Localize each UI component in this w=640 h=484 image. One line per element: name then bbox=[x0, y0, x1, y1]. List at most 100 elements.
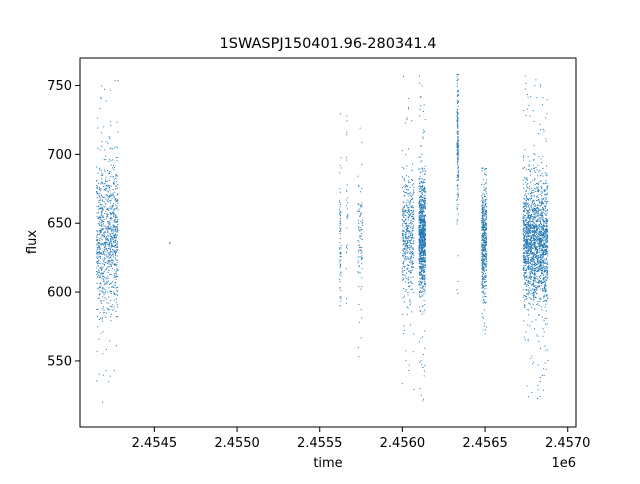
data-point bbox=[524, 307, 526, 309]
data-point bbox=[105, 159, 107, 161]
data-point bbox=[424, 285, 426, 287]
data-point bbox=[525, 331, 527, 333]
data-point bbox=[540, 239, 542, 241]
data-point bbox=[523, 225, 525, 227]
data-point bbox=[541, 282, 543, 284]
data-point bbox=[412, 218, 414, 220]
data-point bbox=[418, 206, 420, 208]
data-point bbox=[420, 245, 422, 247]
data-point bbox=[418, 228, 420, 230]
data-point bbox=[98, 243, 100, 245]
data-point bbox=[423, 233, 425, 235]
data-point bbox=[529, 247, 531, 249]
data-point bbox=[113, 275, 115, 277]
data-point bbox=[107, 184, 109, 186]
data-point bbox=[98, 205, 99, 207]
data-point bbox=[524, 224, 526, 226]
data-point bbox=[358, 229, 360, 231]
data-point bbox=[526, 297, 528, 299]
data-point bbox=[104, 225, 106, 227]
data-point bbox=[544, 254, 546, 256]
data-point bbox=[545, 368, 547, 370]
data-point bbox=[424, 237, 426, 239]
data-point bbox=[339, 273, 341, 275]
data-point bbox=[419, 287, 421, 289]
data-point bbox=[533, 279, 535, 281]
data-point bbox=[545, 214, 547, 216]
data-point bbox=[411, 247, 413, 249]
data-point bbox=[458, 140, 459, 142]
data-point bbox=[103, 183, 105, 185]
data-point bbox=[526, 209, 528, 211]
data-point bbox=[409, 299, 411, 301]
data-point bbox=[358, 303, 360, 305]
data-point bbox=[100, 222, 102, 224]
data-point bbox=[542, 295, 544, 297]
data-point bbox=[524, 269, 526, 271]
data-point bbox=[108, 261, 110, 263]
data-point bbox=[540, 259, 542, 261]
data-point bbox=[339, 252, 341, 254]
data-point bbox=[423, 233, 425, 235]
data-point bbox=[419, 239, 421, 241]
data-point bbox=[457, 148, 459, 150]
data-point bbox=[544, 284, 546, 286]
data-point bbox=[532, 235, 534, 237]
data-point bbox=[457, 160, 459, 162]
data-point bbox=[456, 207, 458, 209]
data-point bbox=[456, 80, 458, 82]
data-point bbox=[98, 259, 100, 261]
data-point bbox=[457, 146, 459, 148]
data-point bbox=[98, 242, 100, 244]
data-point bbox=[530, 252, 532, 254]
data-point bbox=[485, 243, 487, 245]
data-point bbox=[530, 258, 532, 260]
data-point bbox=[535, 247, 537, 249]
data-point bbox=[483, 268, 485, 270]
data-point bbox=[531, 227, 533, 229]
data-point bbox=[419, 267, 421, 269]
data-point bbox=[524, 262, 526, 264]
x-axis: 2.4545 2.4550 2.4555 2.4560 2.4565 2.4570 bbox=[132, 427, 590, 451]
data-point bbox=[545, 240, 547, 242]
data-point bbox=[116, 255, 118, 257]
data-point bbox=[524, 166, 526, 168]
data-point bbox=[108, 245, 110, 247]
data-point bbox=[347, 215, 349, 217]
data-point bbox=[114, 234, 116, 236]
data-point bbox=[545, 230, 547, 232]
data-point bbox=[533, 211, 535, 213]
data-point bbox=[483, 194, 485, 196]
data-point bbox=[530, 289, 532, 291]
data-point bbox=[538, 267, 540, 269]
data-point bbox=[531, 168, 533, 170]
data-point bbox=[108, 241, 110, 243]
data-point bbox=[116, 226, 118, 228]
data-point bbox=[413, 189, 414, 191]
data-point bbox=[114, 269, 116, 271]
data-point bbox=[484, 242, 486, 244]
data-point bbox=[412, 224, 414, 226]
data-point bbox=[419, 265, 421, 267]
data-point bbox=[532, 219, 534, 221]
data-point bbox=[540, 257, 542, 259]
data-point bbox=[104, 244, 106, 246]
data-point bbox=[411, 216, 413, 218]
data-point bbox=[540, 231, 542, 233]
data-point bbox=[114, 225, 116, 227]
data-point bbox=[104, 292, 106, 294]
data-point bbox=[533, 234, 535, 236]
data-point bbox=[532, 225, 534, 227]
data-point bbox=[410, 276, 412, 278]
data-point bbox=[108, 233, 110, 235]
data-point bbox=[528, 204, 530, 206]
data-point bbox=[116, 231, 118, 233]
data-point bbox=[99, 312, 101, 314]
data-point bbox=[110, 238, 112, 240]
data-point bbox=[540, 188, 542, 190]
data-point bbox=[99, 188, 101, 190]
data-point bbox=[110, 265, 112, 267]
data-point bbox=[412, 216, 414, 218]
data-point bbox=[481, 253, 483, 255]
data-point bbox=[542, 227, 544, 229]
